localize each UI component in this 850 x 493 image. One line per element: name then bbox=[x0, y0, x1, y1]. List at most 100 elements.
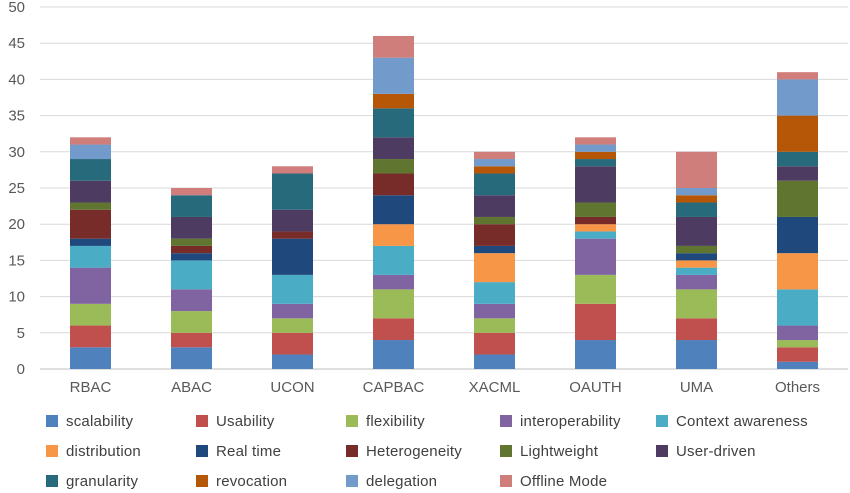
bar-segment-scalability bbox=[676, 340, 717, 369]
bar-segment-lightweight bbox=[474, 216, 515, 225]
bar-segment-delegation bbox=[474, 159, 515, 167]
bar-segment-offline-mode bbox=[171, 188, 212, 196]
legend-item: Real time bbox=[196, 442, 281, 460]
legend-swatch bbox=[46, 475, 58, 487]
bar-segment-distribution bbox=[676, 260, 717, 268]
legend-item: Heterogeneity bbox=[346, 442, 462, 460]
bar-segment-context-awareness bbox=[171, 260, 212, 290]
x-tick-label: Others bbox=[775, 379, 820, 396]
legend-label: User-driven bbox=[676, 442, 756, 460]
bar-segment-usability bbox=[777, 347, 818, 362]
bar-segment-flexibility bbox=[272, 318, 313, 333]
bar-segment-granularity bbox=[676, 202, 717, 217]
bar-segment-flexibility bbox=[676, 289, 717, 319]
y-tick-label: 35 bbox=[8, 108, 25, 125]
legend-label: granularity bbox=[66, 472, 139, 490]
legend-item: Lightweight bbox=[500, 442, 598, 460]
bar-segment-interoperability bbox=[474, 303, 515, 319]
bar-segment-user-driven bbox=[171, 216, 212, 239]
bars bbox=[70, 35, 818, 369]
bar-segment-lightweight bbox=[575, 202, 616, 217]
legend-item: interoperability bbox=[500, 412, 621, 430]
bar-segment-offline-mode bbox=[474, 151, 515, 160]
bar-segment-real-time bbox=[373, 195, 414, 225]
y-tick-label: 20 bbox=[8, 216, 25, 233]
bar-segment-flexibility bbox=[373, 289, 414, 319]
legend-swatch bbox=[46, 415, 58, 427]
bar-segment-heterogeneity bbox=[171, 245, 212, 254]
bar-segment-usability bbox=[474, 332, 515, 355]
bar-segment-interoperability bbox=[171, 289, 212, 312]
y-tick-label: 45 bbox=[8, 35, 25, 52]
legend-label: revocation bbox=[216, 472, 288, 490]
bar-segment-delegation bbox=[70, 144, 111, 160]
bar-segment-lightweight bbox=[70, 202, 111, 210]
x-tick-label: UMA bbox=[680, 379, 713, 396]
bar-segment-real-time bbox=[70, 238, 111, 246]
legend-swatch bbox=[196, 475, 208, 487]
bar-segment-scalability bbox=[474, 354, 515, 369]
legend-item: delegation bbox=[346, 472, 437, 490]
bar-segment-context-awareness bbox=[777, 289, 818, 326]
bar-segment-heterogeneity bbox=[272, 231, 313, 239]
bar-segment-usability bbox=[70, 325, 111, 348]
bar-segment-real-time bbox=[272, 238, 313, 275]
bar-segment-flexibility bbox=[171, 311, 212, 333]
bar-segment-usability bbox=[575, 303, 616, 341]
legend-swatch bbox=[346, 475, 358, 487]
bar-segment-heterogeneity bbox=[373, 173, 414, 196]
bar-segment-interoperability bbox=[575, 238, 616, 275]
bar-segment-granularity bbox=[474, 173, 515, 196]
legend-swatch bbox=[500, 415, 512, 427]
legend-swatch bbox=[500, 475, 512, 487]
bar-segment-interoperability bbox=[70, 267, 111, 304]
legend-item: distribution bbox=[46, 442, 141, 460]
bar-segment-context-awareness bbox=[373, 245, 414, 275]
bar-segment-lightweight bbox=[777, 180, 818, 217]
legend-label: Offline Mode bbox=[520, 472, 608, 490]
bar-segment-heterogeneity bbox=[70, 209, 111, 239]
bar-segment-revocation bbox=[373, 93, 414, 109]
x-tick-label: ABAC bbox=[171, 379, 212, 396]
x-axis-ticks: RBAC ABAC UCON CAPBAC XACML OAUTH UMA Others bbox=[70, 379, 820, 396]
x-tick-label: UCON bbox=[270, 379, 314, 396]
legend-label: Heterogeneity bbox=[366, 442, 462, 460]
bar-segment-scalability bbox=[70, 347, 111, 369]
bar-segment-flexibility bbox=[70, 303, 111, 326]
bar-segment-granularity bbox=[373, 108, 414, 138]
legend-item: Context awareness bbox=[656, 412, 808, 430]
bar-segment-user-driven bbox=[575, 166, 616, 203]
y-tick-label: 5 bbox=[17, 325, 25, 342]
legend-label: Lightweight bbox=[520, 442, 599, 460]
legend-swatch bbox=[46, 445, 58, 457]
bar-segment-granularity bbox=[70, 159, 111, 181]
bar-segment-context-awareness bbox=[70, 245, 111, 268]
legend-item: Offline Mode bbox=[500, 472, 607, 490]
legend-swatch bbox=[346, 445, 358, 457]
legend-item: revocation bbox=[196, 472, 287, 490]
y-axis-ticks: 0 5 10 15 20 25 30 35 40 45 50 bbox=[8, 0, 25, 378]
legend-label: distribution bbox=[66, 442, 141, 460]
legend-label: scalability bbox=[66, 412, 134, 430]
bar-segment-scalability bbox=[373, 340, 414, 369]
bar-segment-offline-mode bbox=[575, 137, 616, 145]
bar-segment-scalability bbox=[272, 354, 313, 369]
bar-segment-flexibility bbox=[575, 274, 616, 304]
bar-segment-user-driven bbox=[777, 166, 818, 181]
legend-item: scalability bbox=[46, 412, 133, 430]
bar-segment-revocation bbox=[575, 151, 616, 160]
legend-label: Real time bbox=[216, 442, 282, 460]
legend-swatch bbox=[196, 445, 208, 457]
bar-segment-granularity bbox=[171, 195, 212, 217]
x-tick-label: CAPBAC bbox=[363, 379, 425, 396]
legend-swatch bbox=[500, 445, 512, 457]
legend-swatch bbox=[656, 415, 668, 427]
legend-item: Usability bbox=[196, 412, 274, 430]
legend-swatch bbox=[346, 415, 358, 427]
bar-segment-delegation bbox=[575, 144, 616, 152]
y-tick-label: 50 bbox=[8, 0, 25, 16]
gridlines bbox=[40, 6, 848, 370]
legend-swatch bbox=[656, 445, 668, 457]
bar-segment-context-awareness bbox=[575, 231, 616, 239]
bar-segment-usability bbox=[676, 318, 717, 341]
